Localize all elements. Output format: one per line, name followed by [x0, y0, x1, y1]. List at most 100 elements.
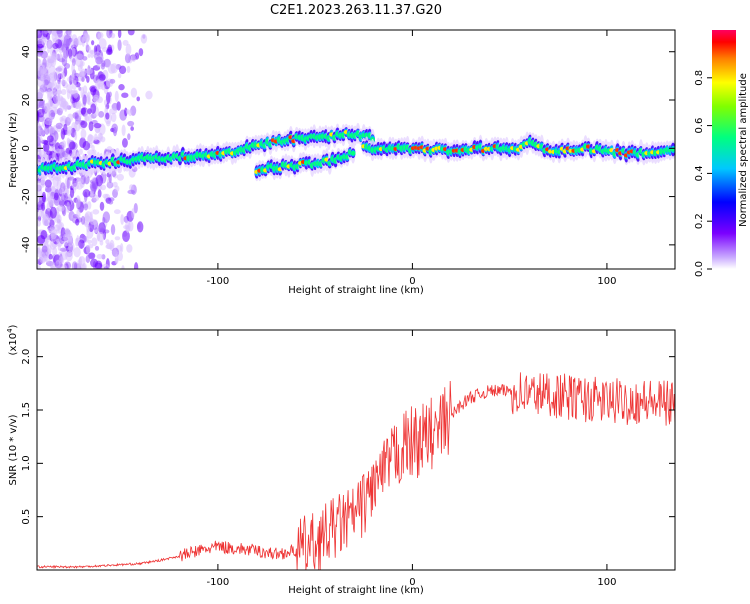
- noise-speck: [124, 107, 128, 117]
- noise-speck: [52, 70, 57, 82]
- noise-speck: [128, 109, 133, 117]
- noise-speck: [108, 91, 112, 98]
- snr-panel: -100 0 100 0.5 1.0 1.5 2.0 Height of straight …: [6, 324, 676, 596]
- noise-speck: [37, 88, 44, 98]
- noise-speck: [37, 219, 41, 227]
- spectrogram-ylabel: Frequency (Hz): [8, 112, 19, 188]
- noise-speck: [60, 96, 64, 102]
- noise-speck: [96, 231, 101, 242]
- noise-speck: [94, 245, 100, 251]
- noise-speck: [59, 247, 68, 252]
- spectral-ridge: [361, 131, 675, 166]
- noise-speck: [85, 68, 93, 75]
- noise-speck: [64, 227, 70, 234]
- spectrogram-image: [37, 30, 675, 269]
- noise-speck: [73, 246, 81, 258]
- noise-speck: [53, 192, 59, 201]
- noise-speck: [71, 62, 75, 75]
- noise-speck: [56, 228, 60, 234]
- colorbar-gradient: [712, 30, 736, 269]
- noise-speck: [114, 90, 119, 103]
- snr-scale-base: (x10: [8, 333, 19, 356]
- noise-speck: [87, 45, 92, 54]
- noise-speck: [52, 42, 59, 50]
- noise-speck: [110, 32, 116, 39]
- noise-speck: [78, 148, 83, 155]
- noise-speck: [117, 39, 122, 51]
- noise-speck: [110, 112, 117, 123]
- snr-ytick-label: 0.5: [21, 509, 32, 525]
- noise-speck: [94, 133, 98, 142]
- noise-speck: [91, 145, 95, 152]
- noise-speck: [101, 83, 106, 91]
- noise-speck: [49, 206, 57, 219]
- colorbar-tick-label: 0.4: [694, 165, 705, 181]
- noise-speck: [67, 30, 73, 37]
- noise-speck: [130, 126, 134, 131]
- noise-speck: [37, 264, 41, 269]
- noise-speck: [108, 171, 112, 184]
- noise-speck: [80, 215, 86, 225]
- noise-speck: [87, 134, 95, 145]
- noise-speck: [87, 201, 92, 210]
- noise-speck: [68, 141, 76, 150]
- noise-speck: [126, 65, 131, 74]
- noise-speck: [109, 78, 116, 84]
- noise-speck: [78, 239, 85, 249]
- noise-speck: [50, 262, 56, 269]
- spectrogram-ticks: -100 0 100 -40 -20 0 20 40: [21, 30, 675, 287]
- noise-speck: [127, 120, 135, 127]
- noise-speck: [65, 250, 73, 262]
- noise-speck: [130, 54, 137, 62]
- noise-speck: [89, 181, 98, 192]
- noise-speck: [114, 236, 121, 241]
- noise-speck: [46, 32, 51, 40]
- noise-speck: [74, 120, 81, 132]
- noise-speck: [39, 252, 47, 264]
- noise-speck: [80, 120, 88, 129]
- noise-speck: [100, 62, 106, 70]
- noise-speck: [113, 126, 118, 137]
- noise-speck: [61, 140, 67, 149]
- noise-speck: [37, 246, 41, 255]
- noise-speck: [48, 82, 55, 87]
- ridge-band: [350, 150, 356, 156]
- noise-speck: [44, 125, 50, 135]
- noise-speck: [60, 264, 68, 269]
- snr-ylabel: SNR (10 * v/v): [8, 414, 19, 485]
- noise-speck: [92, 209, 100, 215]
- noise-speck: [50, 30, 57, 35]
- noise-speck: [76, 35, 85, 46]
- snr-xtick-label: 100: [597, 577, 616, 588]
- snr-ytick-label: 1.5: [21, 402, 32, 418]
- noise-speck: [37, 50, 44, 55]
- noise-speck: [46, 150, 53, 156]
- noise-speck: [99, 132, 103, 140]
- noise-speck: [82, 189, 91, 198]
- noise-speck: [50, 112, 56, 117]
- noise-speck: [37, 30, 43, 39]
- noise-speck: [77, 64, 83, 72]
- noise-speck: [99, 201, 105, 211]
- noise-speck: [69, 187, 75, 199]
- noise-speck: [86, 75, 90, 83]
- noise-speck: [60, 127, 66, 140]
- noise-speck: [75, 178, 84, 185]
- noise-speck: [75, 197, 81, 209]
- noise-speck: [37, 181, 41, 192]
- noise-speck: [98, 222, 106, 235]
- noise-speck: [71, 79, 77, 91]
- noise-speck: [140, 33, 148, 44]
- noise-speck: [52, 246, 58, 257]
- noise-speck: [100, 184, 107, 191]
- noise-speck: [122, 230, 130, 243]
- noise-speck: [39, 129, 46, 137]
- snr-ytick-label: 1.0: [21, 455, 32, 471]
- noise-speck: [48, 253, 53, 260]
- noise-speck: [82, 94, 87, 106]
- noise-speck: [97, 189, 102, 198]
- noise-speck: [37, 108, 45, 118]
- noise-speck: [55, 254, 60, 260]
